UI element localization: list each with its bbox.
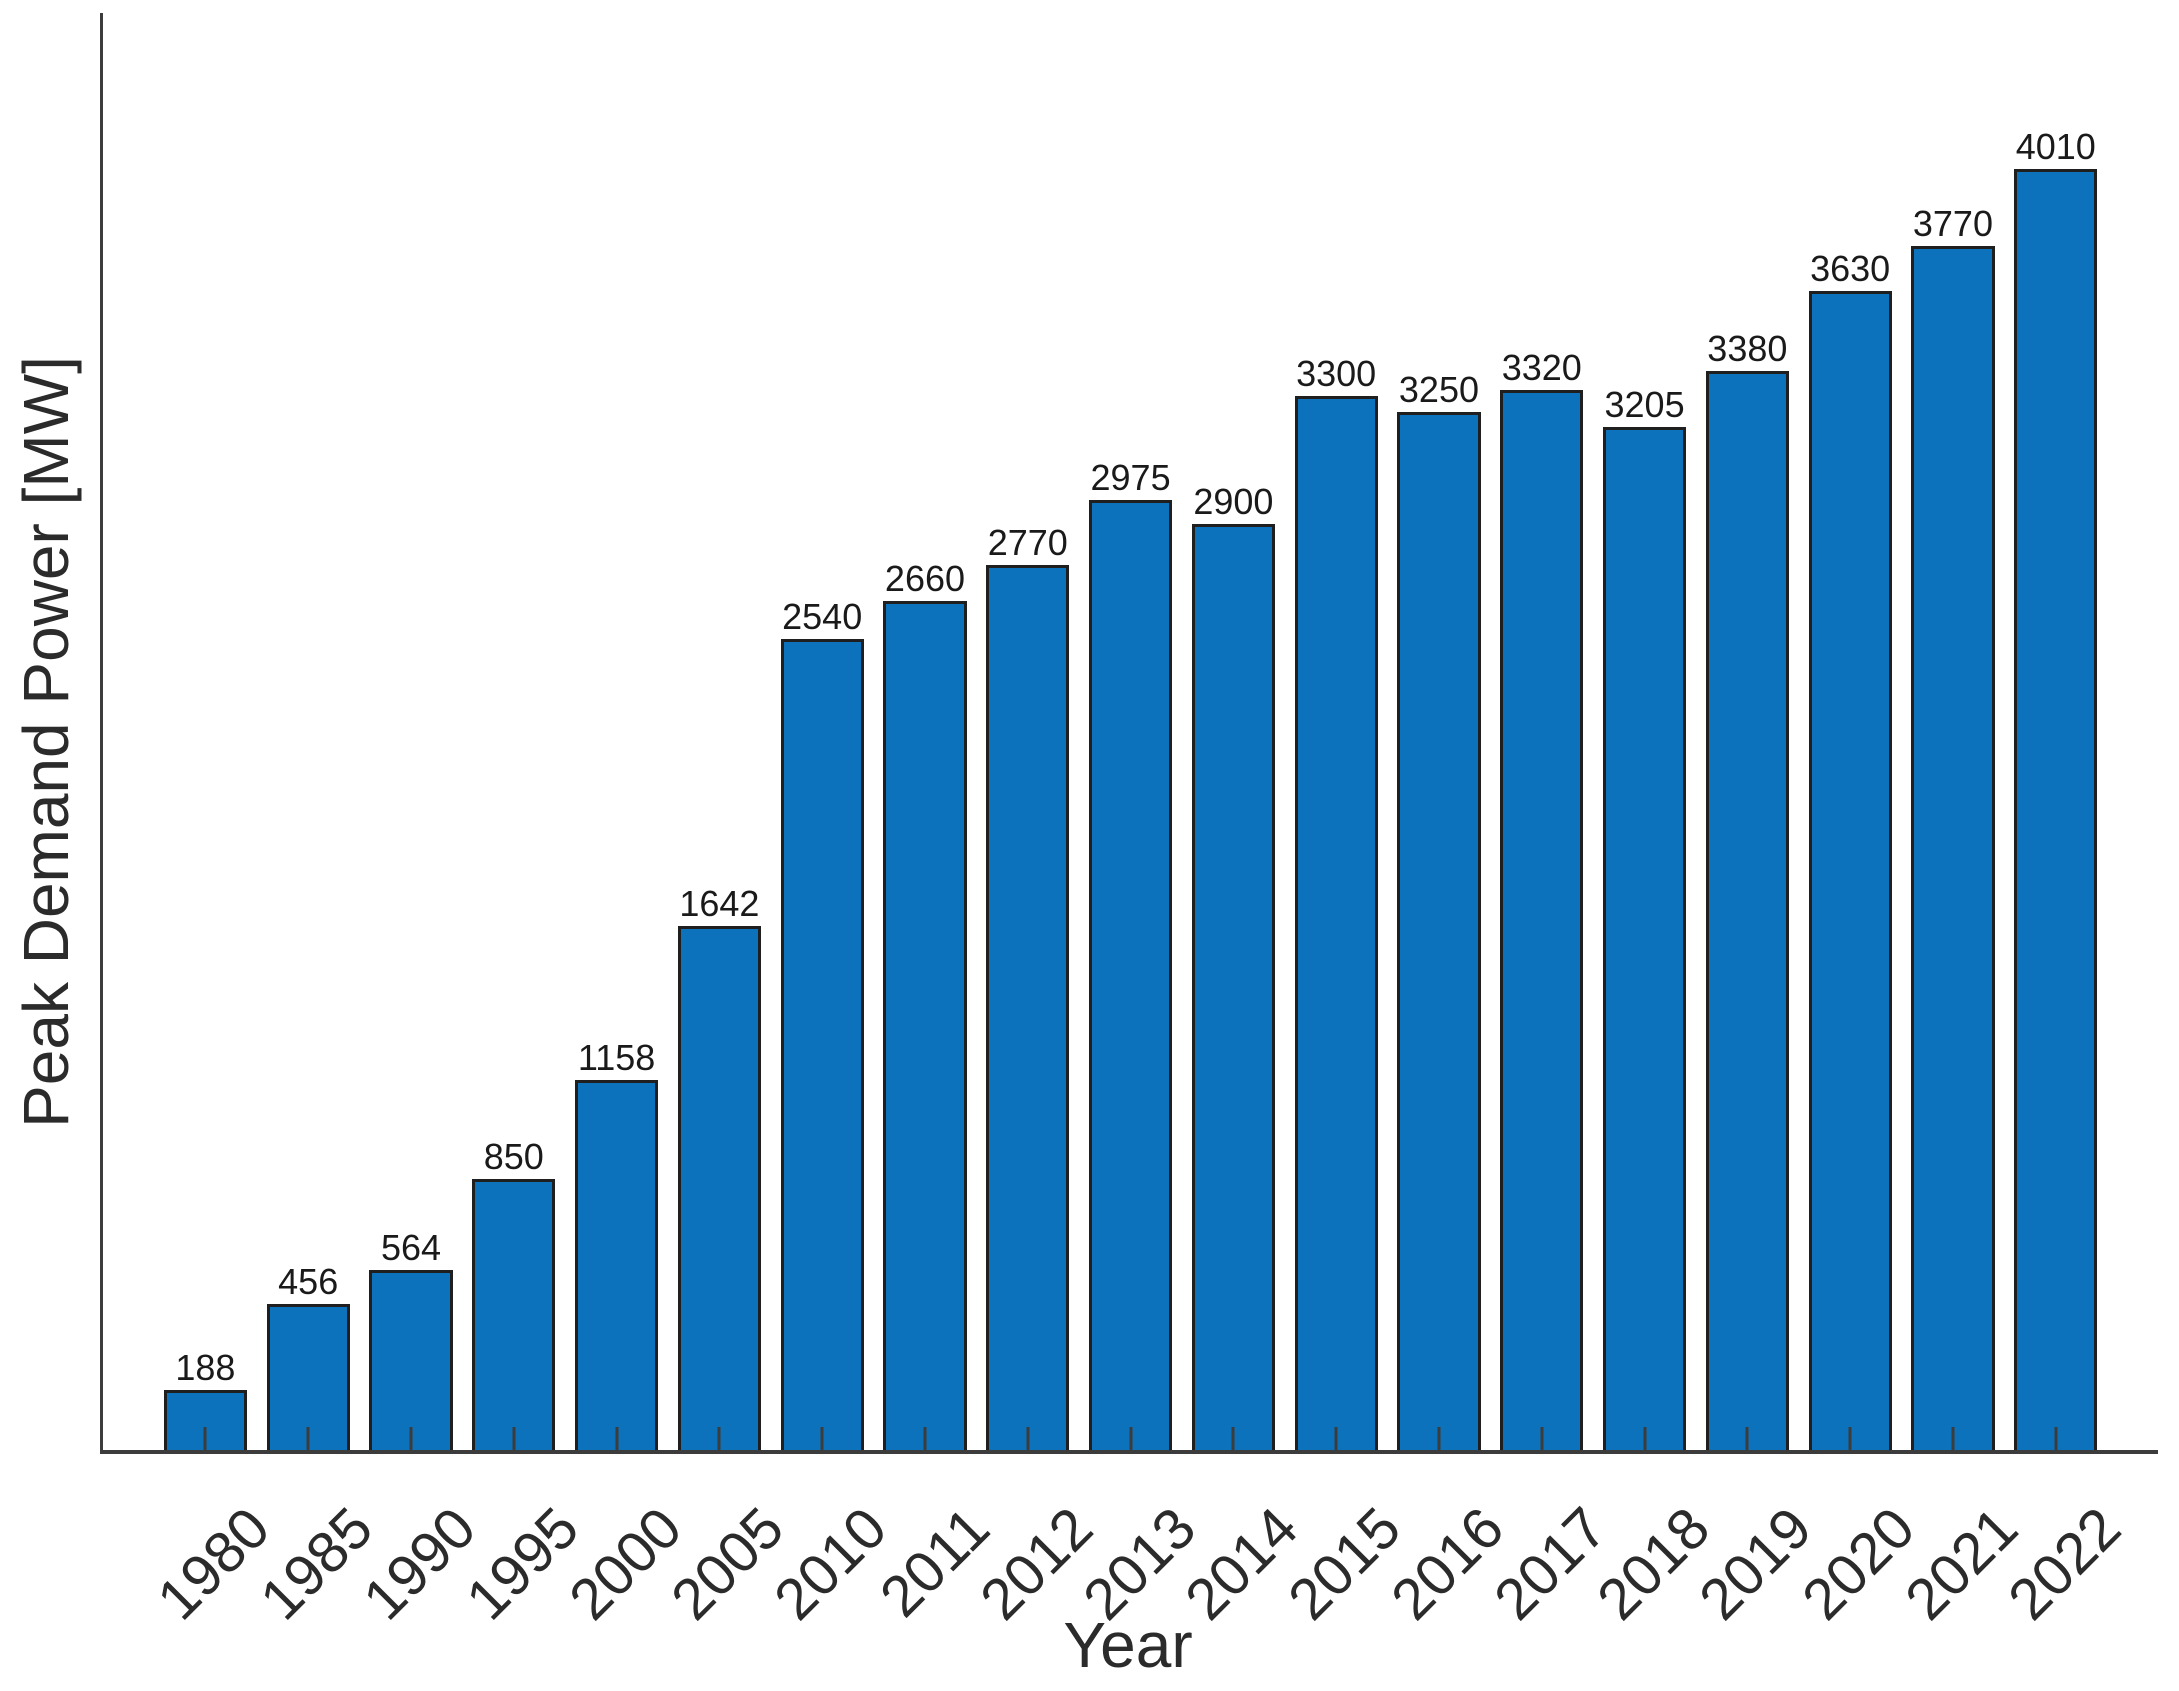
bar-value-label: 2540 (782, 596, 863, 637)
bar-value-label: 564 (380, 1227, 442, 1268)
bar-1985: 456 (266, 1264, 350, 1450)
x-tick-label: 2022 (1995, 1495, 2133, 1633)
category-slot: 2770 2012 (968, 13, 1105, 1633)
bar-2012: 2770 (986, 525, 1070, 1450)
category-slot: 188 1980 (145, 13, 282, 1633)
x-tick-label: 2011 (867, 1495, 1003, 1630)
bar-1980: 188 (163, 1350, 248, 1450)
category-slot: 3320 2017 (1482, 13, 1619, 1633)
bar-2021: 3770 (1911, 206, 1995, 1450)
category-slot: 3250 2016 (1379, 13, 1516, 1633)
x-tick-label: 2000 (556, 1495, 694, 1633)
x-axis-tick (1129, 1427, 1133, 1450)
x-axis-tick (717, 1427, 721, 1450)
category-slot: 1158 2000 (557, 13, 694, 1633)
x-tick-label: 2017 (1481, 1495, 1619, 1633)
bar-value-label: 3320 (1501, 347, 1582, 388)
bar-value-label: 3250 (1398, 369, 1479, 410)
bar-1995: 850 (472, 1139, 556, 1450)
category-slot: 3205 2018 (1584, 13, 1721, 1633)
x-axis-tick (2054, 1427, 2058, 1450)
x-axis-tick (512, 1427, 516, 1450)
bar-2005: 1642 (677, 886, 761, 1450)
category-slot: 3300 2015 (1276, 13, 1413, 1633)
x-axis-tick (1334, 1427, 1338, 1450)
x-tick-label: 1980 (145, 1495, 283, 1633)
plot-area: 188 1980 456 1985 564 1990 850 1995 1158 2000 1642… (100, 13, 2158, 1633)
bar-value-label: 3300 (1296, 353, 1377, 394)
y-axis-title: Peak Demand Power [MW] (10, 356, 82, 1128)
x-axis-tick (203, 1427, 207, 1450)
x-axis-tick (923, 1427, 927, 1450)
x-tick-label: 2019 (1687, 1495, 1825, 1633)
x-axis-tick (1848, 1427, 1852, 1450)
x-axis-tick (1231, 1427, 1235, 1450)
x-axis-tick (306, 1427, 310, 1450)
x-tick-label: 2018 (1584, 1495, 1722, 1633)
category-slot: 3380 2019 (1687, 13, 1824, 1633)
x-tick-label: 2021 (1892, 1495, 2031, 1633)
bar-value-label: 2770 (987, 522, 1068, 563)
bar-value-label: 456 (278, 1261, 339, 1302)
category-slot: 456 1985 (248, 13, 385, 1633)
bar-2011: 2660 (883, 561, 967, 1450)
x-axis-tick (1643, 1427, 1647, 1450)
bar-value-label: 3770 (1912, 203, 1993, 244)
category-slot: 2660 2011 (868, 13, 1002, 1630)
bar-value-label: 4010 (2015, 126, 2096, 167)
bar-value-label: 2660 (884, 558, 966, 599)
bar-2013: 2975 (1088, 460, 1173, 1450)
category-slot: 4010 2022 (1996, 13, 2133, 1633)
x-axis-tick (1540, 1427, 1544, 1450)
bar-2018: 3205 (1602, 387, 1687, 1450)
category-slot: 564 1990 (351, 13, 488, 1633)
x-tick-label: 2005 (659, 1495, 797, 1633)
x-tick-label: 2010 (762, 1495, 900, 1633)
x-axis-tick (1951, 1427, 1955, 1450)
x-tick-label: 1990 (350, 1495, 489, 1633)
bar-2000: 1158 (574, 1040, 659, 1450)
bar-2015: 3300 (1294, 356, 1378, 1450)
x-axis-tick (1437, 1427, 1441, 1450)
bar-value-label: 1158 (577, 1037, 656, 1078)
x-tick-label: 2016 (1378, 1495, 1517, 1633)
category-slot: 2900 2014 (1173, 13, 1310, 1633)
x-tick-label: 2014 (1173, 1495, 1311, 1633)
bar-2022: 4010 (2014, 129, 2098, 1450)
bar-value-label: 2975 (1090, 457, 1171, 498)
category-slot: 1642 2005 (659, 13, 796, 1633)
x-axis-tick (615, 1427, 619, 1450)
bar-2019: 3380 (1705, 331, 1789, 1450)
bar-value-label: 188 (175, 1347, 236, 1388)
bar-value-label: 2900 (1193, 481, 1274, 522)
x-tick-label: 1995 (453, 1495, 591, 1633)
bar-value-label: 3630 (1810, 248, 1891, 289)
bar-2010: 2540 (780, 599, 864, 1450)
x-tick-label: 2020 (1790, 1495, 1928, 1633)
bar-value-label: 3205 (1604, 384, 1685, 425)
bars-container: 188 1980 456 1985 564 1990 850 1995 1158 2000 1642… (103, 13, 2158, 1633)
category-slot: 2975 2013 (1071, 13, 1208, 1633)
bar-2020: 3630 (1808, 251, 1892, 1450)
x-axis-tick (409, 1427, 413, 1450)
category-slot: 3770 2021 (1893, 13, 2030, 1633)
category-slot: 2540 2010 (762, 13, 899, 1633)
x-axis-tick (1745, 1427, 1749, 1450)
x-tick-label: 1985 (248, 1495, 386, 1633)
x-axis-title: Year (1063, 1609, 1193, 1681)
category-slot: 850 1995 (454, 13, 591, 1633)
x-axis-tick (1026, 1427, 1030, 1450)
bar-1990: 564 (369, 1230, 453, 1450)
bar-2014: 2900 (1191, 484, 1275, 1450)
bar-2016: 3250 (1397, 372, 1481, 1450)
bar-value-label: 850 (483, 1136, 544, 1177)
bar-2017: 3320 (1500, 350, 1584, 1450)
bar-value-label: 3380 (1707, 328, 1788, 369)
x-axis-tick (820, 1427, 824, 1450)
category-slot: 3630 2020 (1790, 13, 1927, 1633)
x-tick-label: 2015 (1276, 1495, 1414, 1633)
bar-value-label: 1642 (679, 883, 760, 924)
